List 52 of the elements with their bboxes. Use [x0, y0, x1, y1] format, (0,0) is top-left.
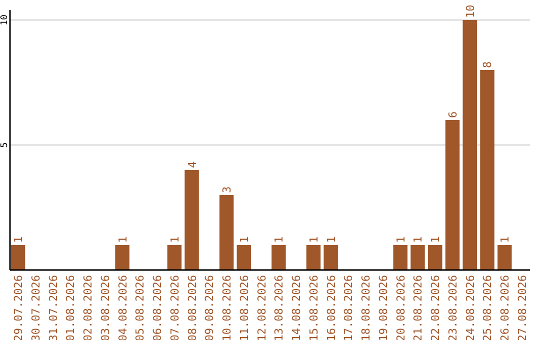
bar — [272, 245, 286, 270]
x-tick-label: 21.08.2026 — [412, 275, 425, 340]
bar — [115, 245, 130, 270]
data-label: 1 — [498, 236, 512, 243]
data-label: 1 — [168, 236, 182, 243]
data-label: 1 — [272, 236, 286, 243]
bar — [462, 20, 477, 270]
x-tick-label: 17.08.2026 — [342, 275, 356, 340]
x-tick-label: 14.08.2026 — [290, 275, 304, 340]
bar — [184, 170, 199, 270]
x-tick-label: 16.08.2026 — [324, 275, 338, 340]
x-tick-label: 13.08.2026 — [272, 275, 286, 340]
x-tick-label: 20.08.2026 — [394, 275, 408, 340]
data-label: 3 — [220, 186, 234, 193]
data-label: 1 — [307, 236, 320, 243]
x-tick-label: 18.08.2026 — [360, 275, 373, 340]
data-label: 1 — [116, 236, 130, 243]
bar — [393, 245, 408, 270]
bar — [219, 195, 234, 270]
bar — [10, 245, 26, 270]
x-tick-label: 23.08.2026 — [446, 275, 460, 340]
bar — [445, 120, 460, 270]
bar — [167, 245, 182, 270]
data-label: 1 — [429, 236, 442, 243]
x-tick-label: 25.08.2026 — [481, 275, 494, 340]
x-tick-label: 22.08.2026 — [429, 275, 442, 340]
x-tick-label: 27.08.2026 — [516, 275, 530, 340]
x-tick-label: 19.08.2026 — [376, 275, 390, 340]
bar — [324, 245, 338, 270]
data-label: 1 — [394, 236, 408, 243]
data-label: 8 — [481, 61, 494, 68]
x-tick-label: 15.08.2026 — [307, 275, 320, 340]
data-label: 4 — [186, 161, 199, 168]
data-label: 1 — [324, 236, 338, 243]
data-label: 1 — [238, 236, 251, 243]
data-label: 6 — [446, 111, 460, 118]
x-tick-label: 29.07.2026 — [12, 275, 25, 340]
x-tick-label: 26.08.2026 — [498, 275, 512, 340]
data-label: 10 — [464, 4, 477, 18]
data-label: 1 — [412, 236, 425, 243]
x-tick-label: 11.08.2026 — [238, 275, 251, 340]
bar — [410, 245, 425, 270]
x-tick-label: 10.08.2026 — [220, 275, 234, 340]
bar — [480, 70, 494, 270]
data-label: 1 — [12, 236, 25, 243]
bar — [306, 245, 321, 270]
x-tick-label: 12.08.2026 — [255, 275, 268, 340]
x-tick-label: 24.08.2026 — [464, 275, 477, 340]
bar — [498, 245, 512, 270]
bar — [428, 245, 442, 270]
y-tick-label: 5 — [0, 142, 10, 148]
bar — [236, 245, 252, 270]
